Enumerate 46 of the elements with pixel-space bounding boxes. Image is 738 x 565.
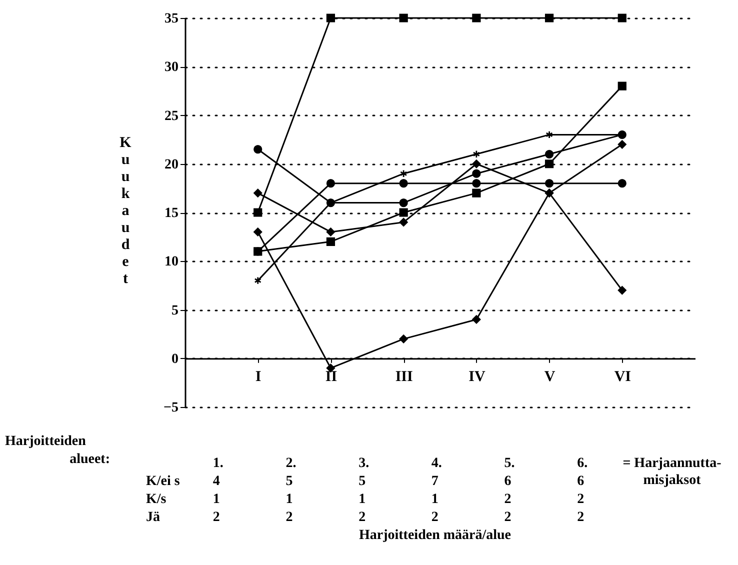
- text: 2: [358, 509, 366, 526]
- text: 5: [358, 473, 366, 490]
- text: Harjoitteiden alueet:: [5, 433, 111, 469]
- text: 6: [577, 473, 584, 490]
- x-tick-label: VI: [614, 368, 632, 385]
- text: 5.: [504, 455, 515, 472]
- text: 2: [212, 509, 220, 526]
- text: 6.: [577, 455, 588, 472]
- text: 2: [431, 509, 438, 526]
- y-tick-label: 25: [164, 108, 178, 124]
- text: 2.: [286, 455, 296, 472]
- text: 1: [212, 491, 220, 508]
- text: Jä: [146, 509, 160, 526]
- x-tick-label: III: [395, 368, 413, 385]
- text: 6: [504, 473, 512, 490]
- y-tick-label: 10: [164, 254, 178, 270]
- text: K/ei s: [146, 473, 180, 490]
- y-tick-label: 0: [172, 352, 178, 367]
- x-tick-label: V: [544, 368, 556, 385]
- text: 2: [577, 509, 584, 526]
- text: 2: [577, 491, 584, 508]
- x-tick-label: II: [325, 368, 338, 385]
- y-tick-label: 30: [164, 60, 178, 76]
- x-tick-label: IV: [468, 368, 486, 385]
- text: Kuukaudet: [120, 135, 132, 288]
- text: = Harjaannutta-misjaksot: [622, 455, 722, 489]
- y-tick-label: −5: [164, 400, 178, 416]
- text: 2: [286, 509, 293, 526]
- text: Harjoitteiden määrä/alue: [358, 527, 512, 544]
- y-tick-label: 20: [164, 157, 178, 172]
- text: 1: [358, 491, 366, 508]
- text: 2: [504, 491, 512, 508]
- text: 1.: [212, 455, 224, 472]
- text: 4: [212, 473, 220, 490]
- text: 2: [504, 509, 512, 526]
- text: 1: [431, 491, 438, 508]
- text: 4.: [431, 455, 442, 472]
- text: 7: [431, 473, 438, 490]
- y-tick-label: 15: [164, 206, 178, 221]
- text: 1: [286, 491, 293, 508]
- x-tick-label: I: [255, 368, 262, 385]
- text: 3.: [358, 455, 370, 472]
- y-tick-label: 5: [172, 303, 178, 318]
- y-tick-label: 35: [164, 12, 178, 26]
- text: K/s: [146, 491, 166, 508]
- text: 5: [286, 473, 293, 490]
